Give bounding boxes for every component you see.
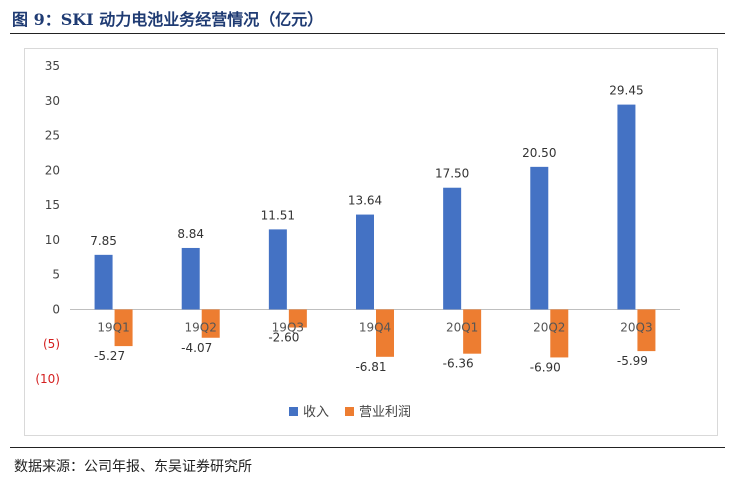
revenue-data-label: 20.50	[522, 146, 556, 160]
x-category-label: 19Q4	[359, 320, 391, 334]
revenue-bar	[181, 247, 200, 310]
y-tick-label: 25	[45, 129, 60, 143]
legend-label-revenue: 收入	[303, 405, 329, 420]
profit-bar	[288, 309, 307, 328]
profit-data-label: -4.07	[181, 341, 212, 355]
x-category-label: 19Q1	[97, 320, 129, 334]
y-tick-label: 35	[45, 59, 60, 73]
revenue-bar	[443, 187, 462, 310]
chart-frame	[24, 48, 718, 436]
profit-bar	[376, 309, 394, 357]
y-tick-label: 20	[45, 163, 60, 177]
revenue-bar	[530, 166, 549, 310]
legend-swatch-revenue	[289, 407, 298, 416]
top-rule	[10, 33, 725, 34]
x-category-label: 19Q3	[272, 320, 304, 334]
revenue-data-label: 17.50	[435, 167, 469, 181]
y-tick-label: (10)	[35, 372, 60, 386]
x-category-label: 20Q2	[533, 320, 565, 334]
legend-label-profit: 营业利润	[359, 405, 411, 420]
revenue-bar	[268, 229, 287, 310]
bottom-rule	[10, 447, 725, 448]
source-note: 数据来源：公司年报、东吴证券研究所	[14, 459, 252, 475]
revenue-bar	[94, 254, 113, 310]
x-category-label: 20Q1	[446, 320, 478, 334]
profit-data-label: -5.99	[617, 354, 648, 368]
y-tick-label: 10	[45, 233, 60, 247]
profit-data-label: -6.36	[443, 357, 474, 371]
revenue-data-label: 7.85	[90, 234, 117, 248]
revenue-bar	[617, 104, 636, 310]
y-tick-label: (5)	[43, 337, 60, 351]
profit-bar	[637, 309, 656, 352]
profit-data-label: -2.60	[268, 331, 299, 345]
profit-bar	[550, 309, 569, 358]
y-tick-label: 15	[45, 198, 60, 212]
figure-title: 图 9：SKI 动力电池业务经营情况（亿元）	[12, 10, 324, 29]
profit-bar	[114, 309, 133, 347]
profit-bar	[201, 309, 220, 338]
x-category-label: 20Q3	[620, 320, 652, 334]
revenue-bar	[356, 214, 374, 310]
revenue-data-label: 11.51	[261, 208, 295, 222]
y-tick-label: 0	[52, 302, 60, 316]
y-tick-label: 5	[52, 268, 60, 282]
revenue-data-label: 13.64	[348, 194, 382, 208]
revenue-data-label: 29.45	[609, 84, 643, 98]
profit-bar	[463, 309, 482, 354]
profit-data-label: -5.27	[94, 349, 125, 363]
legend-swatch-profit	[345, 407, 354, 416]
revenue-data-label: 8.84	[177, 227, 204, 241]
x-category-label: 19Q2	[185, 320, 217, 334]
profit-data-label: -6.90	[530, 360, 561, 374]
profit-data-label: -6.81	[355, 360, 386, 374]
y-tick-label: 30	[45, 94, 60, 108]
